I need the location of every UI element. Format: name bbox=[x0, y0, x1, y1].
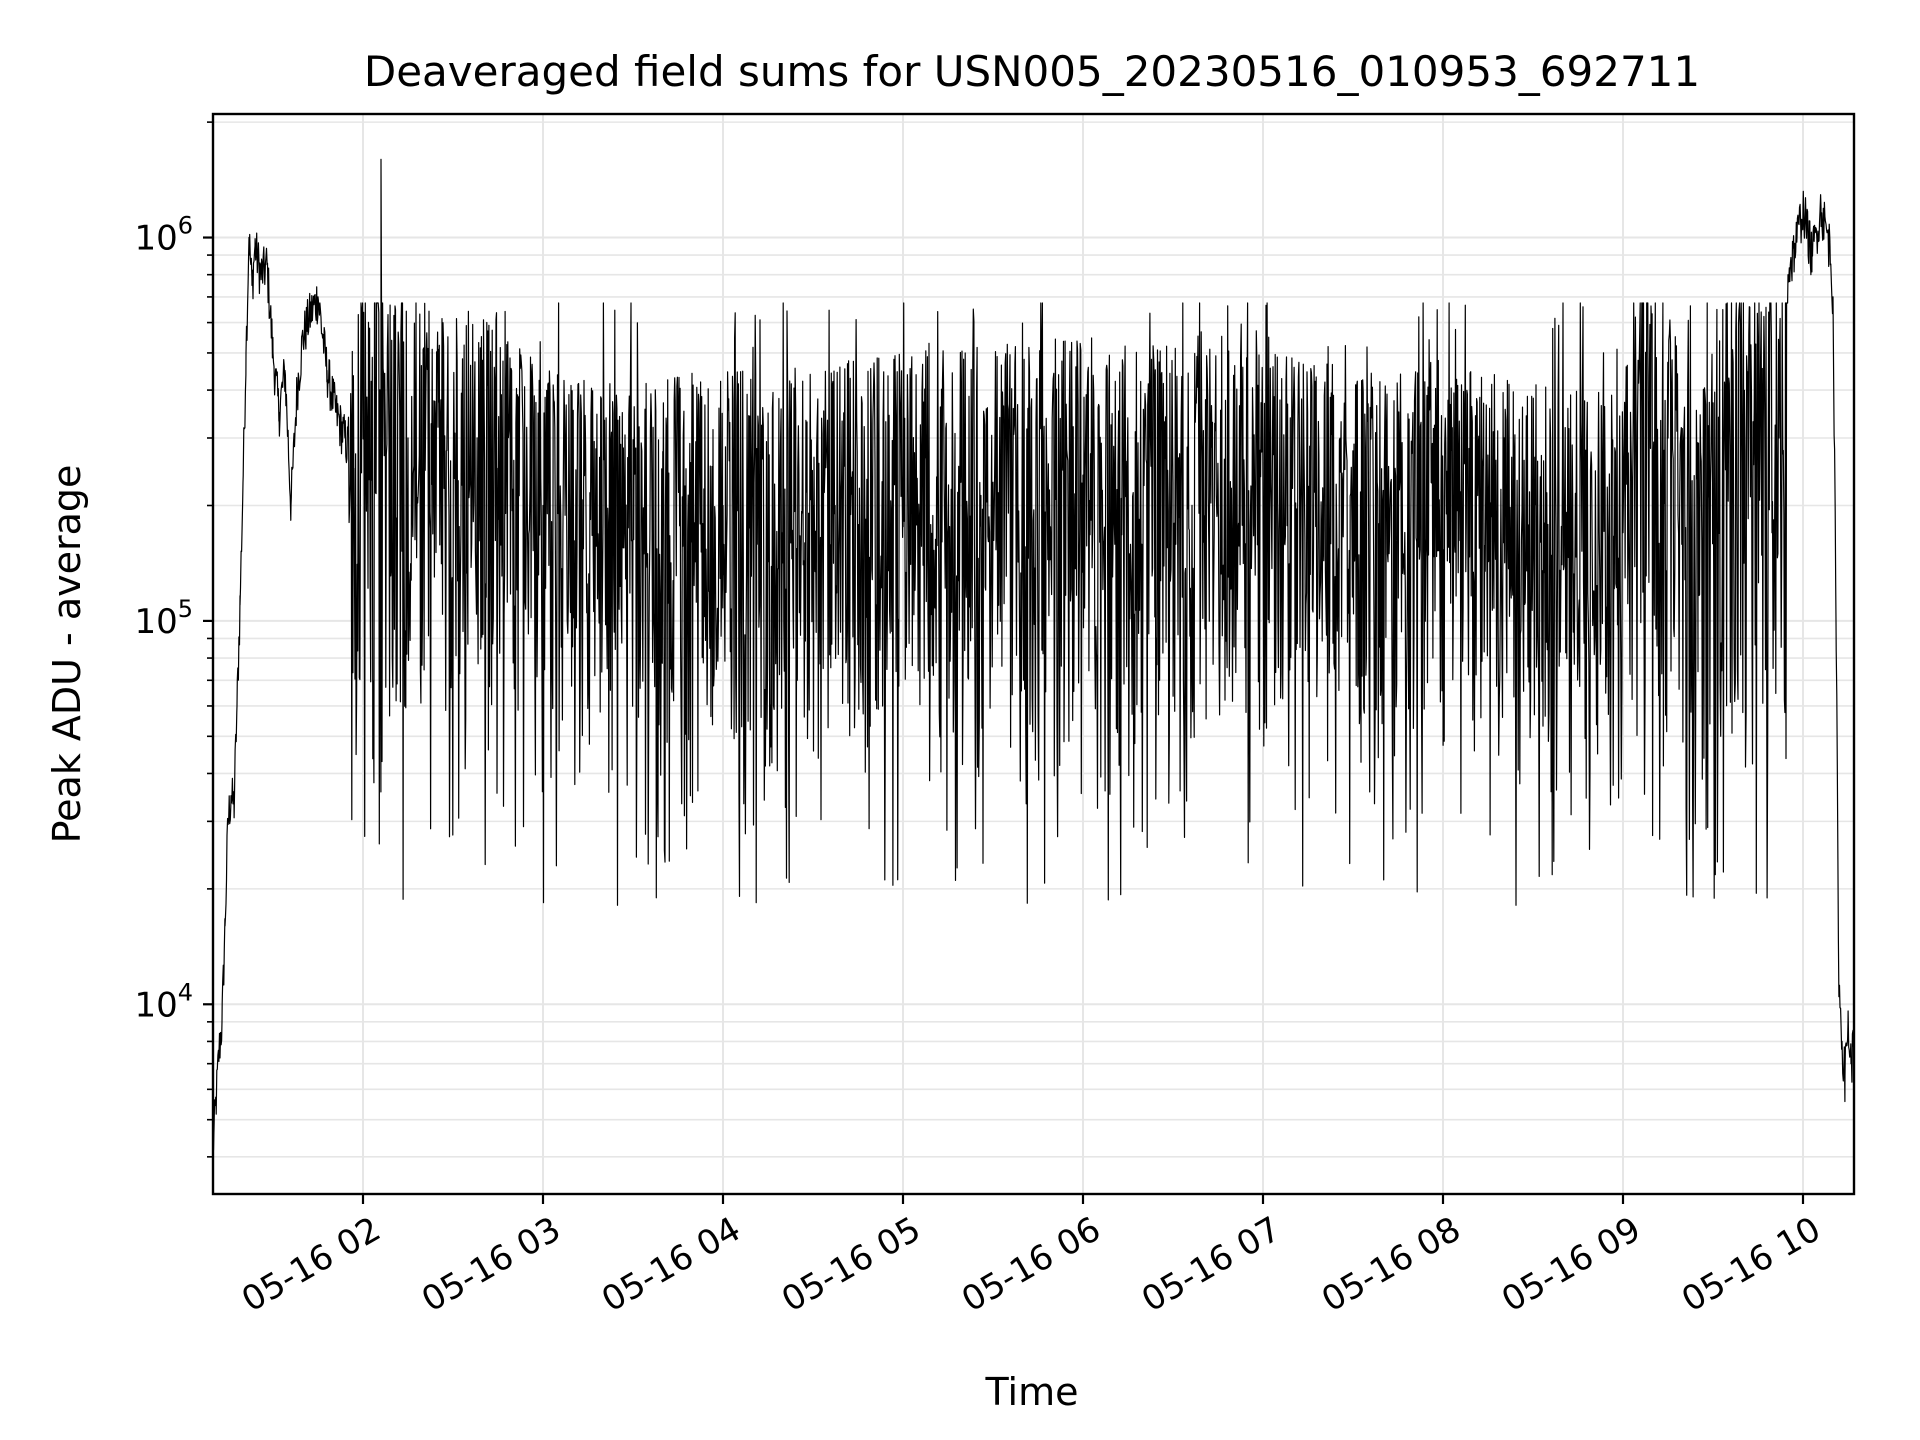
y-tick-label: 104 bbox=[134, 978, 193, 1025]
x-axis-label: Time bbox=[985, 1370, 1079, 1414]
chart-title: Deaveraged field sums for USN005_2023051… bbox=[364, 47, 1700, 96]
data-line bbox=[212, 158, 1855, 1151]
y-axis: 104 105 106 bbox=[134, 121, 213, 1158]
y-tick-label: 106 bbox=[134, 212, 193, 259]
y-axis-label: Peak ADU - average bbox=[45, 465, 89, 844]
plot-frame bbox=[211, 112, 1856, 1196]
y-tick-label: 105 bbox=[134, 595, 193, 642]
data-line-group bbox=[212, 158, 1855, 1151]
